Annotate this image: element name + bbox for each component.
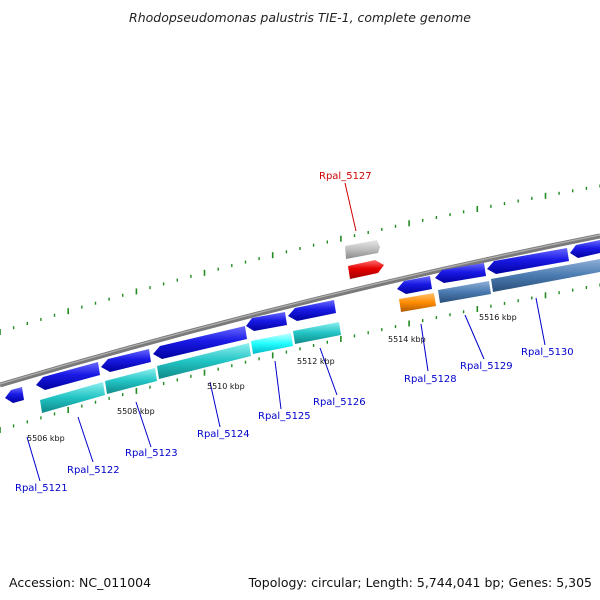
rna-track-rpal-5128[interactable]: [399, 293, 436, 312]
gene-arrow-rpal-5125[interactable]: [246, 312, 287, 331]
coord-label: 5516 kbp: [479, 313, 517, 322]
gene-arrow-rpal-5130[interactable]: [487, 248, 569, 274]
connector-rpal-5128: [420, 323, 429, 372]
rna-feature-tracks: [40, 259, 600, 413]
connector-rpal-5130: [535, 297, 546, 346]
rna-track-rpal-5129[interactable]: [438, 281, 491, 303]
genome-summary-text: Topology: circular; Length: 5,744,041 bp…: [248, 575, 592, 590]
connector-rpal-5129: [464, 314, 485, 360]
inner-tick-marks: [0, 283, 600, 433]
gene-label-rpal-5124[interactable]: Rpal_5124: [197, 429, 250, 440]
rna-track-rpal-5123[interactable]: [105, 368, 157, 394]
gene-arrow-rpal-5127[interactable]: [348, 260, 384, 279]
map-title: Rhodopseudomonas palustris TIE-1, comple…: [129, 10, 471, 25]
gene-arrow-rpal-5122[interactable]: [36, 362, 100, 390]
connector-rpal-5124: [209, 381, 221, 428]
gene-label-rpal-5125[interactable]: Rpal_5125: [258, 411, 311, 422]
gene-labels: Rpal_5121 Rpal_5122 Rpal_5123 Rpal_5124 …: [15, 171, 574, 494]
gene-label-rpal-5129[interactable]: Rpal_5129: [460, 361, 513, 372]
coord-label: 5510 kbp: [207, 382, 245, 391]
gene-label-rpal-5123[interactable]: Rpal_5123: [125, 448, 178, 459]
label-connectors: [26, 182, 546, 482]
accession-text: Accession: NC_011004: [9, 575, 152, 590]
connector-rpal-5127: [344, 182, 357, 232]
rna-track-rpal-5122[interactable]: [40, 382, 105, 413]
rna-track-rpal-5126[interactable]: [293, 322, 341, 344]
gene-arrow-rpal-5121[interactable]: [5, 387, 24, 403]
coord-label: 5514 kbp: [388, 335, 426, 344]
genome-backbone: [0, 233, 600, 388]
coordinate-labels: 5506 kbp 5508 kbp 5510 kbp 5512 kbp 5514…: [27, 313, 517, 443]
gene-label-rpal-5130[interactable]: Rpal_5130: [521, 347, 574, 358]
rna-track-rpal-5124[interactable]: [157, 343, 251, 379]
gene-arrow-next[interactable]: [570, 240, 600, 258]
gene-label-rpal-5121[interactable]: Rpal_5121: [15, 483, 68, 494]
outer-tick-marks: [0, 184, 600, 335]
gene-label-rpal-5127[interactable]: Rpal_5127: [319, 171, 372, 182]
gene-label-rpal-5128[interactable]: Rpal_5128: [404, 374, 457, 385]
gene-arrow-rpal-5124[interactable]: [153, 326, 247, 359]
coord-label: 5508 kbp: [117, 407, 155, 416]
gene-arrow-rpal-5129[interactable]: [435, 263, 486, 283]
gene-label-rpal-5122[interactable]: Rpal_5122: [67, 465, 120, 476]
gene-arrow-rpal-5126[interactable]: [288, 300, 336, 321]
connector-rpal-5121: [26, 436, 41, 482]
highlighted-feature: [345, 240, 384, 279]
gene-label-rpal-5126[interactable]: Rpal_5126: [313, 397, 366, 408]
rna-track-rpal-5130[interactable]: [491, 259, 600, 292]
rna-track-rpal-5125[interactable]: [251, 333, 293, 354]
forward-strand-features: [5, 240, 600, 403]
genome-backbone-highlight: [0, 234, 600, 385]
gene-arrow-rpal-5128[interactable]: [397, 276, 432, 294]
connector-rpal-5125: [274, 360, 282, 410]
pseudo-feature-grey[interactable]: [345, 240, 380, 259]
connector-rpal-5123: [135, 401, 152, 448]
connector-rpal-5126: [319, 347, 338, 396]
gene-arrow-rpal-5123[interactable]: [101, 349, 151, 372]
connector-rpal-5122: [77, 416, 94, 463]
coord-label: 5512 kbp: [297, 357, 335, 366]
coord-label: 5506 kbp: [27, 434, 65, 443]
